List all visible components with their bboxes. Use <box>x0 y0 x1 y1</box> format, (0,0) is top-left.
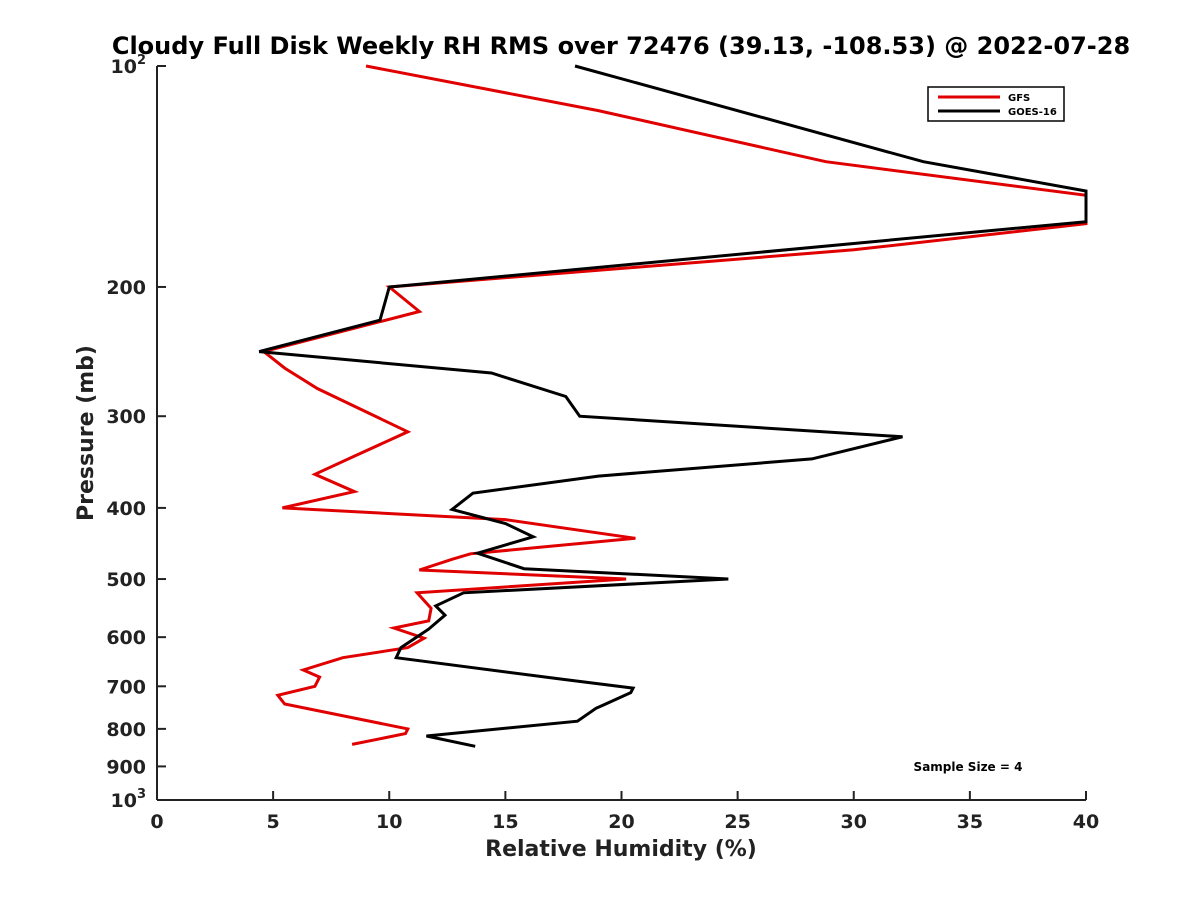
y-tick-label: 102 <box>111 53 147 78</box>
plot-lines <box>258 64 1088 748</box>
y-tick-label: 400 <box>106 498 146 520</box>
y-tick-label: 500 <box>106 569 146 591</box>
legend-box <box>927 86 1065 122</box>
x-tick-label: 20 <box>608 811 634 833</box>
x-tick-label: 5 <box>267 811 280 833</box>
y-tick-label: 200 <box>106 277 146 299</box>
legend: GFS GOES-16 <box>927 86 1065 122</box>
x-tick-label: 0 <box>150 811 163 833</box>
x-tick-label: 40 <box>1073 811 1099 833</box>
x-tick-label: 35 <box>957 811 983 833</box>
y-tick-label: 800 <box>106 719 146 741</box>
x-tick-label: 10 <box>376 811 402 833</box>
x-tick-label: 25 <box>724 811 750 833</box>
chart-title: Cloudy Full Disk Weekly RH RMS over 7247… <box>112 32 1130 60</box>
x-axis-label: Relative Humidity (%) <box>485 837 757 862</box>
sample-size-annotation: Sample Size = 4 <box>914 760 1023 774</box>
y-tick-label: 103 <box>111 787 147 812</box>
x-tick-label: 30 <box>841 811 867 833</box>
legend-label: GOES-16 <box>1008 107 1057 118</box>
y-tick-label: 700 <box>106 676 146 698</box>
y-tick-label: 300 <box>106 406 146 428</box>
y-axis-label: Pressure (mb) <box>74 345 99 521</box>
y-tick-label: 600 <box>106 627 146 649</box>
axes: 0 5 10 15 20 25 30 35 40 102 200 300 400 500 600 700 800… <box>106 53 1099 833</box>
x-tick-label: 15 <box>492 811 518 833</box>
legend-label: GFS <box>1008 93 1030 104</box>
y-tick-label: 900 <box>106 756 146 778</box>
series-line-goes-16 <box>258 64 1088 748</box>
